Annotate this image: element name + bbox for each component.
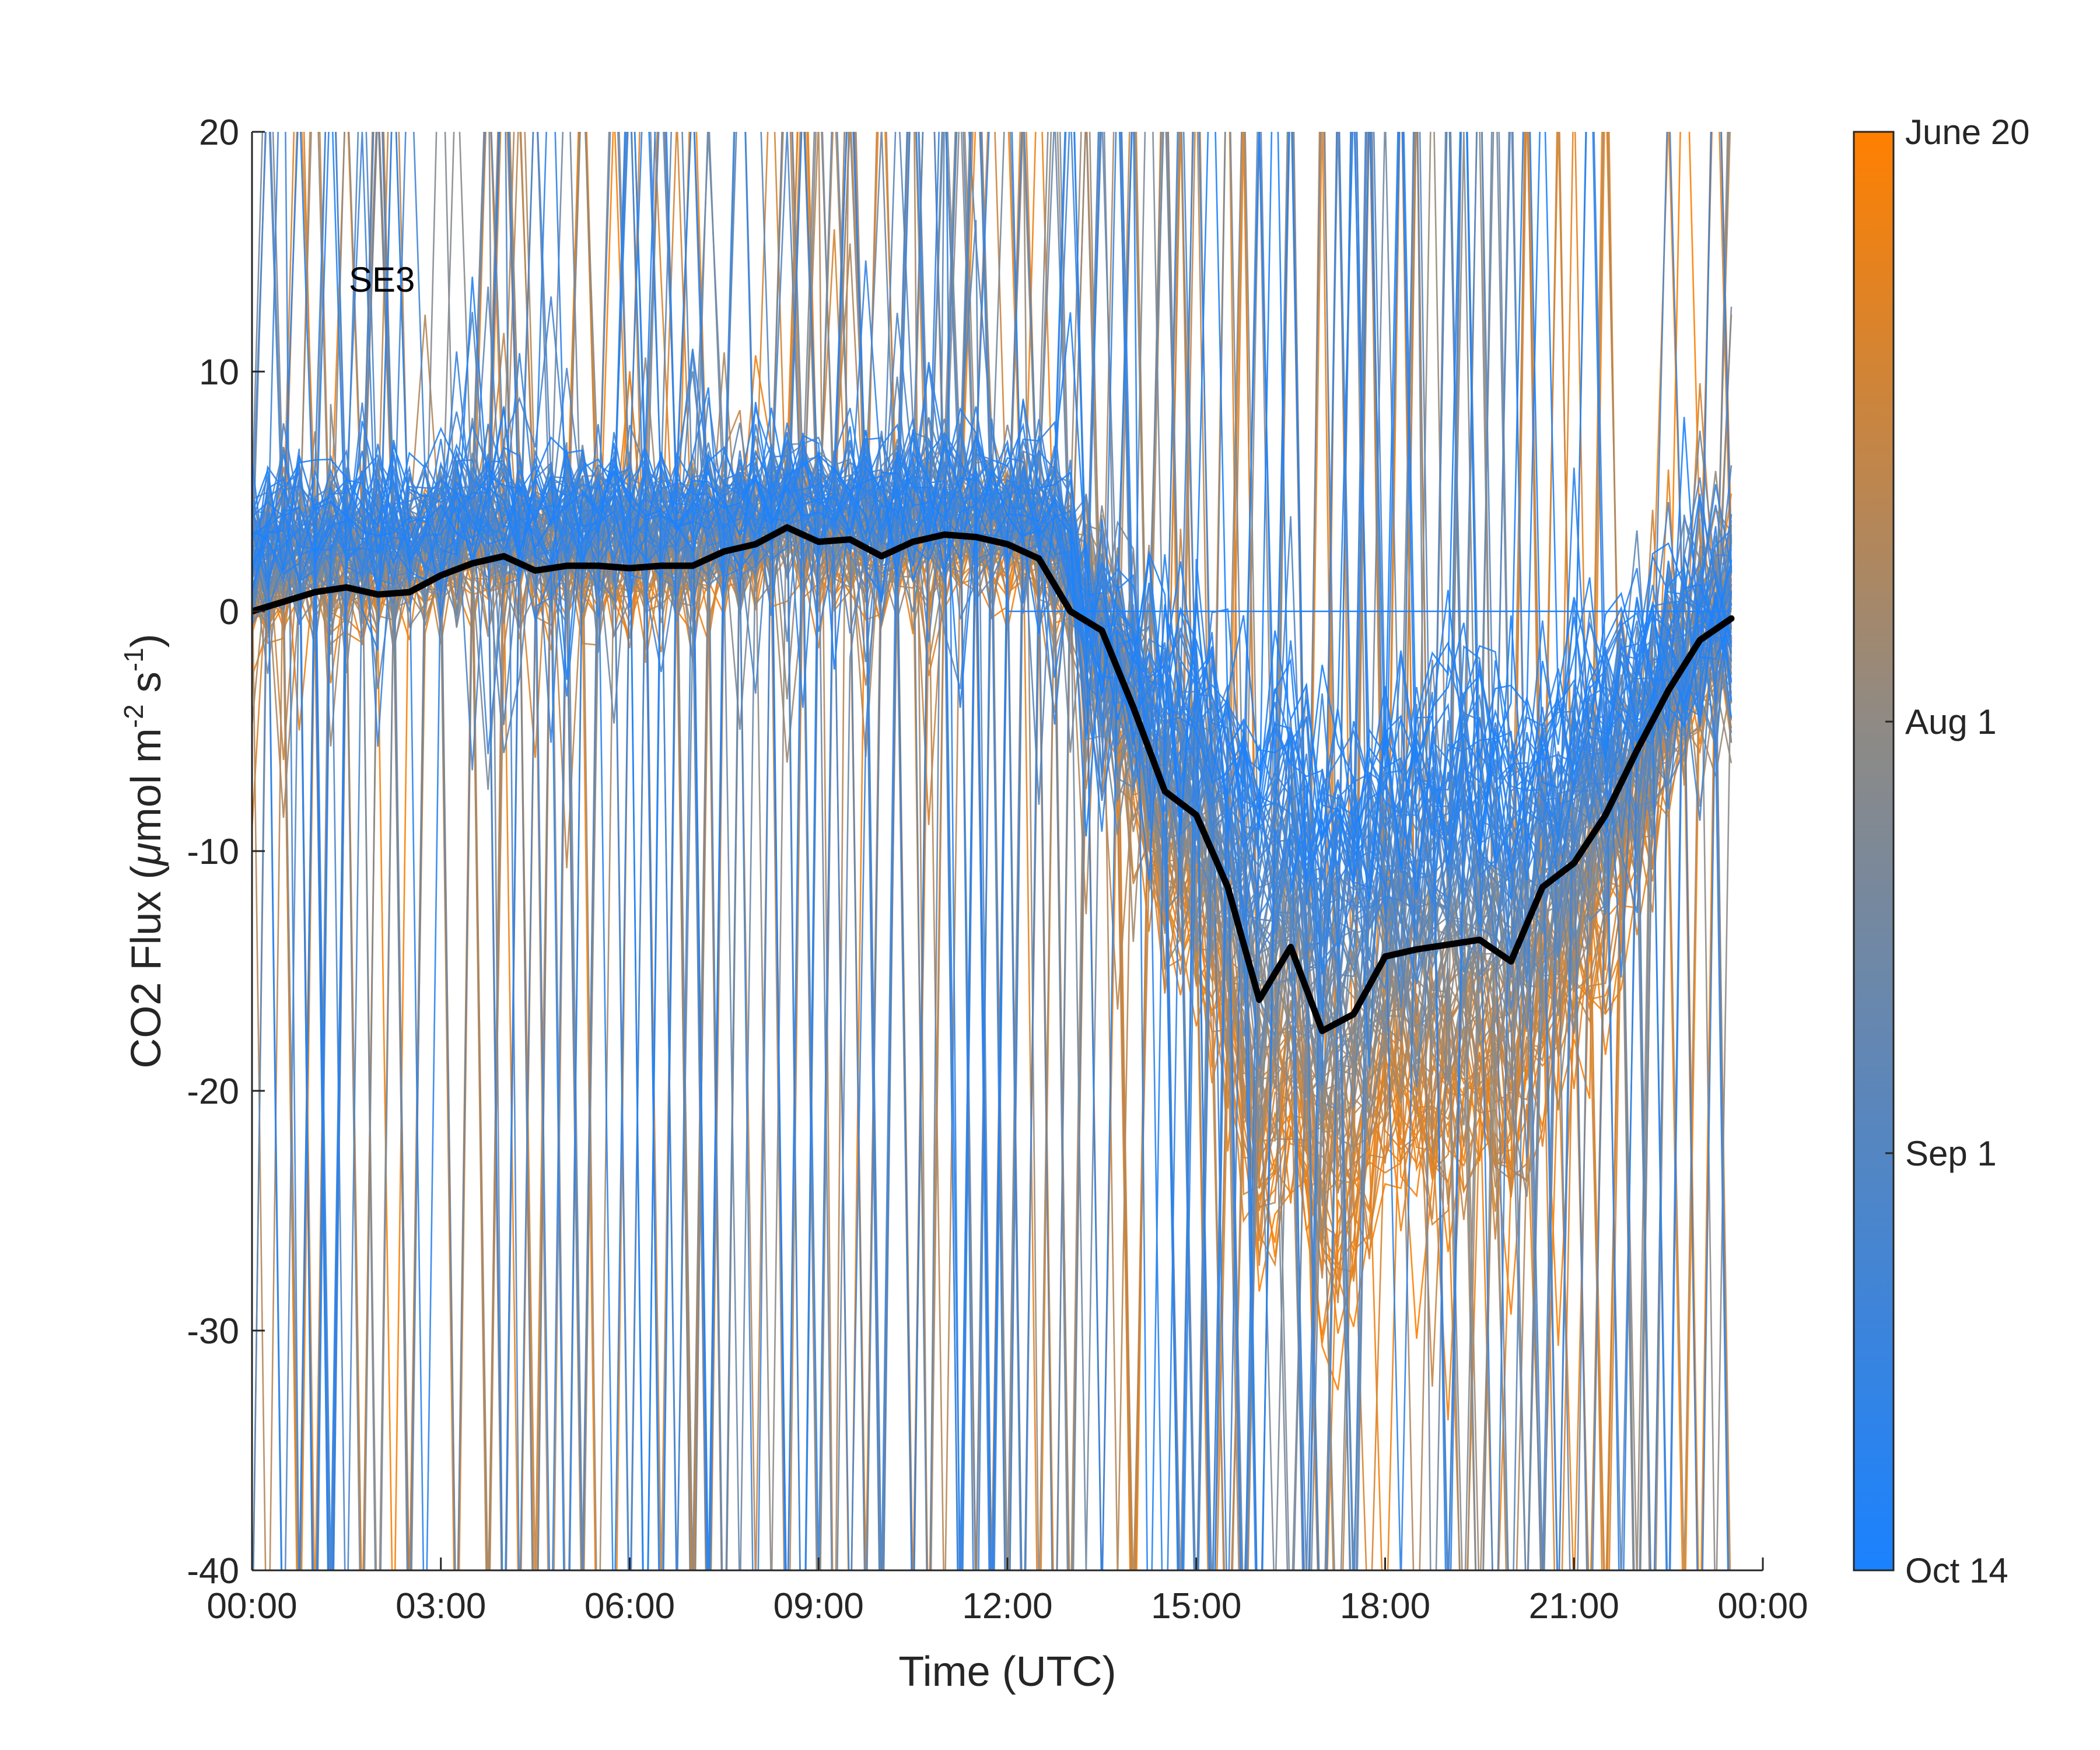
x-tick-label: 00:00 bbox=[1717, 1586, 1808, 1626]
y-tick-label: -30 bbox=[187, 1311, 239, 1352]
x-axis-title: Time (UTC) bbox=[898, 1648, 1116, 1695]
colorbar-label: June 20 bbox=[1905, 113, 2030, 152]
colorbar-ticks: June 20 Aug 1 Sep 1 Oct 14 bbox=[1885, 113, 2030, 1590]
y-tick-label: -40 bbox=[187, 1551, 239, 1591]
colorbar bbox=[1854, 132, 1894, 1570]
y-axis-title: CO2 Flux (μmol m-2 s-1) bbox=[118, 634, 170, 1068]
x-tick-label: 06:00 bbox=[584, 1586, 675, 1626]
x-tick-label: 03:00 bbox=[396, 1586, 486, 1626]
x-tick-label: 09:00 bbox=[774, 1586, 864, 1626]
x-tick-label: 18:00 bbox=[1340, 1586, 1430, 1626]
colorbar-label: Oct 14 bbox=[1905, 1551, 2008, 1590]
colorbar-label: Sep 1 bbox=[1905, 1134, 1997, 1173]
y-tick-label: 10 bbox=[199, 352, 239, 393]
site-annotation: SE3 bbox=[349, 260, 415, 299]
y-tick-label: -10 bbox=[187, 832, 239, 872]
x-tick-label: 15:00 bbox=[1151, 1586, 1241, 1626]
y-tick-label: 0 bbox=[219, 592, 239, 632]
x-tick-label: 21:00 bbox=[1529, 1586, 1619, 1626]
x-tick-label: 12:00 bbox=[962, 1586, 1052, 1626]
y-tick-label: -20 bbox=[187, 1072, 239, 1112]
y-tick-label: 20 bbox=[199, 113, 239, 153]
x-tick-label: 00:00 bbox=[206, 1586, 297, 1626]
colorbar-label: Aug 1 bbox=[1905, 702, 1997, 741]
